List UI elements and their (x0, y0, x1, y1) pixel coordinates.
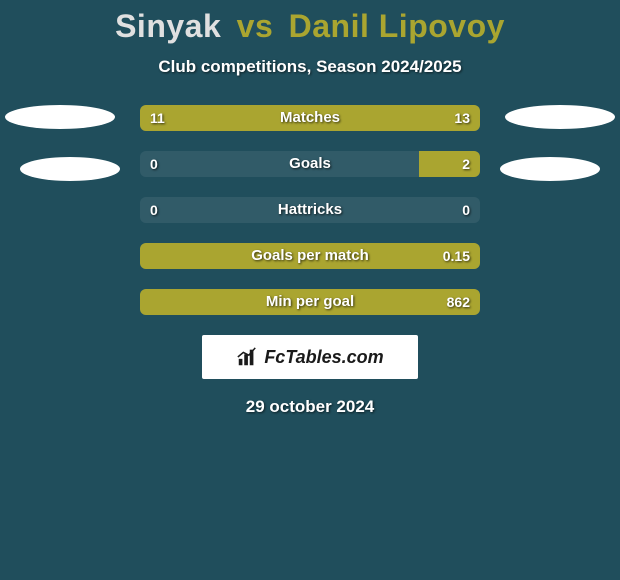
subtitle: Club competitions, Season 2024/2025 (0, 57, 620, 77)
stat-bars: 11 Matches 13 0 Goals 2 0 Hattricks 0 (140, 105, 480, 315)
stat-right-value: 862 (447, 289, 470, 315)
avatar-placeholder-left-2 (20, 157, 120, 181)
bar-chart-icon (236, 346, 258, 368)
logo-text: FcTables.com (264, 347, 383, 368)
stat-row-goals-per-match: Goals per match 0.15 (140, 243, 480, 269)
player-left-name: Sinyak (115, 8, 221, 44)
stat-label: Min per goal (140, 289, 480, 315)
avatar-placeholder-right-2 (500, 157, 600, 181)
stat-right-value: 0.15 (443, 243, 470, 269)
date: 29 october 2024 (0, 397, 620, 417)
stat-label: Matches (140, 105, 480, 131)
title: Sinyak vs Danil Lipovoy (0, 8, 620, 45)
stat-row-hattricks: 0 Hattricks 0 (140, 197, 480, 223)
stats-area: 11 Matches 13 0 Goals 2 0 Hattricks 0 (0, 105, 620, 417)
stat-label: Goals per match (140, 243, 480, 269)
comparison-card: Sinyak vs Danil Lipovoy Club competition… (0, 0, 620, 417)
avatar-placeholder-right-1 (505, 105, 615, 129)
stat-right-value: 2 (462, 151, 470, 177)
stat-label: Goals (140, 151, 480, 177)
stat-right-value: 13 (454, 105, 470, 131)
player-right-name: Danil Lipovoy (289, 8, 505, 44)
stat-row-min-per-goal: Min per goal 862 (140, 289, 480, 315)
vs-text: vs (237, 8, 274, 44)
stat-row-matches: 11 Matches 13 (140, 105, 480, 131)
avatar-placeholder-left-1 (5, 105, 115, 129)
stat-row-goals: 0 Goals 2 (140, 151, 480, 177)
stat-label: Hattricks (140, 197, 480, 223)
fctables-logo[interactable]: FcTables.com (202, 335, 418, 379)
stat-right-value: 0 (462, 197, 470, 223)
